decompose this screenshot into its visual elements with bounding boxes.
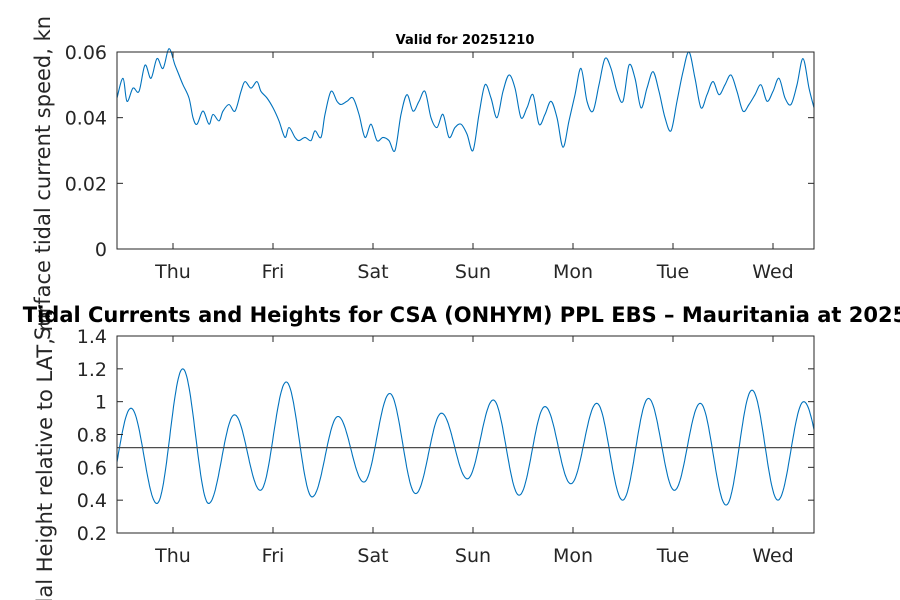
speed-xtick-label: Tue: [656, 261, 689, 283]
height-ytick-label: 0.2: [77, 523, 107, 545]
speed-xtick-label: Fri: [262, 261, 285, 283]
current-speed-axes-box: [116, 51, 815, 250]
height-xtick-label: Mon: [553, 545, 593, 567]
speed-ytick-label: 0: [95, 239, 107, 261]
height-xtick-label: Sun: [455, 545, 491, 567]
speed-xtick-label: Wed: [752, 261, 793, 283]
speed-xtick-label: Mon: [553, 261, 593, 283]
height-ytick-label: 1: [95, 392, 107, 414]
height-ytick-label: 1.4: [77, 326, 107, 348]
speed-ytick-label: 0.02: [65, 173, 107, 195]
tidal-height-ylabel: Tidal Height relative to LAT, m: [33, 311, 57, 600]
tidal-height-line: [116, 368, 815, 506]
speed-xtick-label: Sun: [455, 261, 491, 283]
tidal-height-panel: 0.2 0.4 0.6 0.8 1 1.2 1.4 Thu Fri Sat Sun Mon Tue Wed…: [23, 303, 900, 600]
current-speed-panel: Valid for 20251210 0 0.02 0.04 0.06 Thu Fri Sa…: [31, 16, 815, 340]
speed-ytick-label: 0.04: [65, 108, 107, 130]
speed-xtick-label: Thu: [154, 261, 191, 283]
speed-ytick-label: 0.06: [65, 42, 107, 64]
height-xtick-label: Fri: [262, 545, 285, 567]
current-speed-ylabel: Surface tidal current speed, kn: [31, 16, 55, 340]
height-ytick-label: 0.8: [77, 425, 107, 447]
height-xtick-label: Sat: [357, 545, 388, 567]
height-xtick-label: Thu: [154, 545, 191, 567]
height-ytick-label: 1.2: [77, 359, 107, 381]
current-speed-line: [116, 48, 815, 152]
height-ytick-label: 0.6: [77, 457, 107, 479]
speed-xtick-label: Sat: [357, 261, 388, 283]
height-xtick-label: Tue: [656, 545, 689, 567]
height-ytick-label: 0.4: [77, 490, 107, 512]
main-chart-title: Tidal Currents and Heights for CSA (ONHY…: [23, 303, 900, 327]
height-xtick-label: Wed: [752, 545, 793, 567]
current-speed-title: Valid for 20251210: [396, 33, 535, 48]
